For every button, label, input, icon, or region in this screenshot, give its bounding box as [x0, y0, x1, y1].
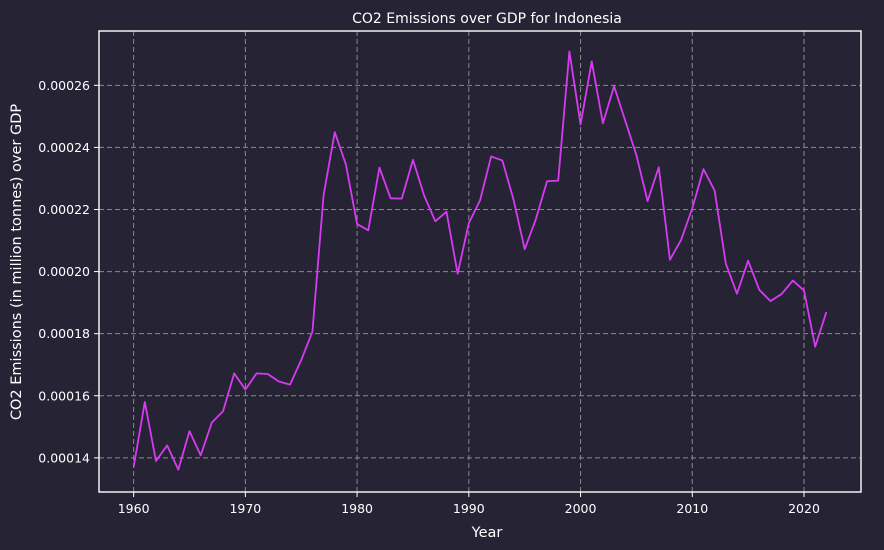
chart-title: CO2 Emissions over GDP for Indonesia: [352, 11, 622, 27]
x-tick-label: 1980: [341, 501, 373, 516]
x-tick-label: 1990: [453, 501, 485, 516]
y-tick-label: 0.00020: [38, 264, 90, 279]
x-tick-label: 2020: [788, 501, 820, 516]
x-tick-label: 1970: [229, 501, 261, 516]
y-tick-label: 0.00022: [38, 202, 90, 217]
y-tick-label: 0.00016: [38, 388, 90, 403]
y-tick-label: 0.00026: [38, 78, 90, 93]
plot-frame: [98, 30, 862, 493]
x-axis-label: Year: [471, 525, 503, 541]
y-tick-label: 0.00014: [38, 450, 90, 465]
y-tick-label: 0.00018: [38, 326, 90, 341]
x-tick-label: 2000: [565, 501, 597, 516]
y-tick-label: 0.00024: [38, 140, 90, 155]
x-tick-label: 2010: [676, 501, 708, 516]
axis-ticks: 1960 1970 1980 1990 2000 2010 2020 0.00014 0.000…: [38, 78, 820, 516]
series-line: [132, 50, 828, 471]
y-axis-label: CO2 Emissions (in million tonnes) over G…: [9, 104, 25, 420]
x-tick-label: 1960: [118, 501, 150, 516]
grid-lines: [99, 31, 861, 492]
data-series: [132, 50, 828, 471]
